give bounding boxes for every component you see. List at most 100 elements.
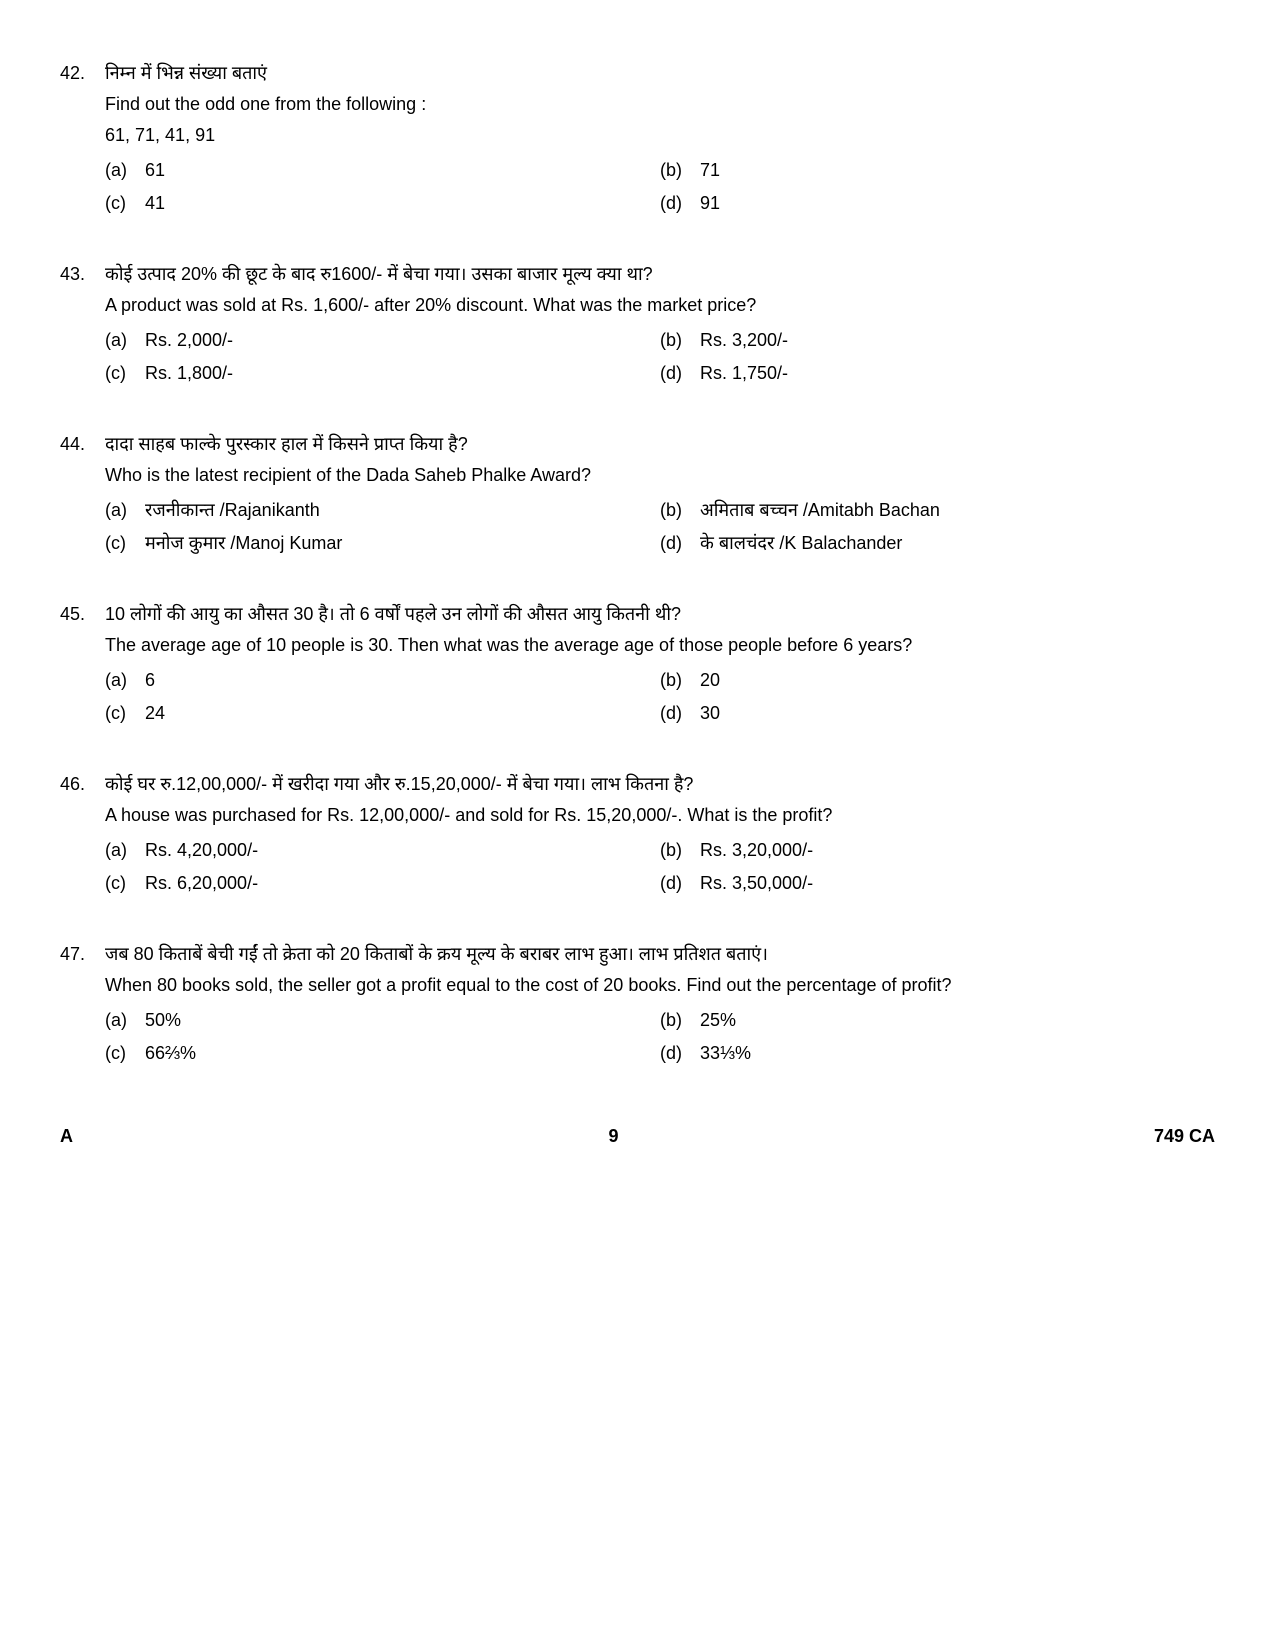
option-text: 71 [700, 157, 1215, 184]
question-text: दादा साहब फाल्के पुरस्कार हाल में किसने … [105, 431, 1215, 489]
option-text: 20 [700, 667, 1215, 694]
question-44: 44. दादा साहब फाल्के पुरस्कार हाल में कि… [60, 431, 1215, 563]
option-label: (b) [660, 667, 700, 694]
option-b: (b)Rs. 3,200/- [660, 327, 1215, 354]
question-body: कोई उत्पाद 20% की छूट के बाद रु1600/- मे… [105, 261, 1215, 393]
option-text: 41 [145, 190, 660, 217]
question-45: 45. 10 लोगों की आयु का औसत 30 है। तो 6 व… [60, 601, 1215, 733]
question-list: 42. निम्न में भिन्न संख्या बताएं Find ou… [60, 60, 1215, 1073]
option-label: (d) [660, 700, 700, 727]
option-b: (b)Rs. 3,20,000/- [660, 837, 1215, 864]
option-text: 50% [145, 1007, 660, 1034]
option-a: (a)रजनीकान्त /Rajanikanth [105, 497, 660, 524]
option-label: (d) [660, 360, 700, 387]
option-text: 33⅓% [700, 1040, 1215, 1067]
option-a: (a)Rs. 2,000/- [105, 327, 660, 354]
option-label: (c) [105, 190, 145, 217]
question-line-en: A house was purchased for Rs. 12,00,000/… [105, 802, 1215, 829]
option-label: (d) [660, 1040, 700, 1067]
option-label: (b) [660, 497, 700, 524]
option-b: (b)20 [660, 667, 1215, 694]
option-c: (c)मनोज कुमार /Manoj Kumar [105, 530, 660, 557]
option-text: 24 [145, 700, 660, 727]
question-42: 42. निम्न में भिन्न संख्या बताएं Find ou… [60, 60, 1215, 223]
option-text: Rs. 2,000/- [145, 327, 660, 354]
option-label: (d) [660, 190, 700, 217]
option-text: Rs. 3,20,000/- [700, 837, 1215, 864]
question-line-en: Find out the odd one from the following … [105, 91, 1215, 118]
option-label: (d) [660, 530, 700, 557]
option-d: (d)Rs. 1,750/- [660, 360, 1215, 387]
question-line-hi: कोई घर रु.12,00,000/- में खरीदा गया और र… [105, 771, 1215, 798]
option-b: (b)अमिताब बच्चन /Amitabh Bachan [660, 497, 1215, 524]
option-d: (d)30 [660, 700, 1215, 727]
options: (a)61 (b)71 (c)41 (d)91 [105, 157, 1215, 223]
option-text: मनोज कुमार /Manoj Kumar [145, 530, 660, 557]
option-label: (c) [105, 1040, 145, 1067]
question-text: जब 80 किताबें बेची गईं तो क्रेता को 20 क… [105, 941, 1215, 999]
option-d: (d)91 [660, 190, 1215, 217]
option-text: Rs. 1,750/- [700, 360, 1215, 387]
options: (a)50% (b)25% (c)66⅔% (d)33⅓% [105, 1007, 1215, 1073]
option-text: 61 [145, 157, 660, 184]
options: (a)Rs. 2,000/- (b)Rs. 3,200/- (c)Rs. 1,8… [105, 327, 1215, 393]
option-label: (d) [660, 870, 700, 897]
question-number: 43. [60, 261, 105, 393]
option-c: (c)Rs. 1,800/- [105, 360, 660, 387]
option-label: (c) [105, 700, 145, 727]
option-text: के बालचंदर /K Balachander [700, 530, 1215, 557]
option-text: 30 [700, 700, 1215, 727]
options: (a)रजनीकान्त /Rajanikanth (b)अमिताब बच्च… [105, 497, 1215, 563]
question-body: जब 80 किताबें बेची गईं तो क्रेता को 20 क… [105, 941, 1215, 1073]
options: (a)Rs. 4,20,000/- (b)Rs. 3,20,000/- (c)R… [105, 837, 1215, 903]
question-number: 47. [60, 941, 105, 1073]
option-text: Rs. 6,20,000/- [145, 870, 660, 897]
question-number: 44. [60, 431, 105, 563]
option-a: (a)Rs. 4,20,000/- [105, 837, 660, 864]
option-text: Rs. 3,200/- [700, 327, 1215, 354]
option-label: (c) [105, 360, 145, 387]
footer-center: 9 [608, 1123, 618, 1150]
question-line-hi: दादा साहब फाल्के पुरस्कार हाल में किसने … [105, 431, 1215, 458]
question-body: निम्न में भिन्न संख्या बताएं Find out th… [105, 60, 1215, 223]
option-text: रजनीकान्त /Rajanikanth [145, 497, 660, 524]
option-label: (b) [660, 327, 700, 354]
option-label: (b) [660, 157, 700, 184]
option-b: (b)71 [660, 157, 1215, 184]
question-body: कोई घर रु.12,00,000/- में खरीदा गया और र… [105, 771, 1215, 903]
option-label: (c) [105, 530, 145, 557]
option-c: (c)41 [105, 190, 660, 217]
question-body: दादा साहब फाल्के पुरस्कार हाल में किसने … [105, 431, 1215, 563]
option-a: (a)50% [105, 1007, 660, 1034]
option-label: (b) [660, 837, 700, 864]
option-c: (c)66⅔% [105, 1040, 660, 1067]
option-a: (a)61 [105, 157, 660, 184]
option-label: (a) [105, 497, 145, 524]
question-number: 45. [60, 601, 105, 733]
option-d: (d)33⅓% [660, 1040, 1215, 1067]
question-number: 46. [60, 771, 105, 903]
option-text: Rs. 4,20,000/- [145, 837, 660, 864]
option-text: 25% [700, 1007, 1215, 1034]
option-label: (a) [105, 667, 145, 694]
option-text: 91 [700, 190, 1215, 217]
option-label: (a) [105, 837, 145, 864]
option-c: (c)24 [105, 700, 660, 727]
option-label: (a) [105, 157, 145, 184]
option-text: Rs. 3,50,000/- [700, 870, 1215, 897]
question-line-en: The average age of 10 people is 30. Then… [105, 632, 1215, 659]
question-line-en: When 80 books sold, the seller got a pro… [105, 972, 1215, 999]
option-text: 6 [145, 667, 660, 694]
question-body: 10 लोगों की आयु का औसत 30 है। तो 6 वर्षो… [105, 601, 1215, 733]
option-text: अमिताब बच्चन /Amitabh Bachan [700, 497, 1215, 524]
option-a: (a)6 [105, 667, 660, 694]
option-d: (d)Rs. 3,50,000/- [660, 870, 1215, 897]
option-text: Rs. 1,800/- [145, 360, 660, 387]
question-text: कोई उत्पाद 20% की छूट के बाद रु1600/- मे… [105, 261, 1215, 319]
option-d: (d)के बालचंदर /K Balachander [660, 530, 1215, 557]
question-46: 46. कोई घर रु.12,00,000/- में खरीदा गया … [60, 771, 1215, 903]
question-43: 43. कोई उत्पाद 20% की छूट के बाद रु1600/… [60, 261, 1215, 393]
question-line-en: A product was sold at Rs. 1,600/- after … [105, 292, 1215, 319]
question-line-hi: जब 80 किताबें बेची गईं तो क्रेता को 20 क… [105, 941, 1215, 968]
page-footer: A 9 749 CA [60, 1123, 1215, 1150]
